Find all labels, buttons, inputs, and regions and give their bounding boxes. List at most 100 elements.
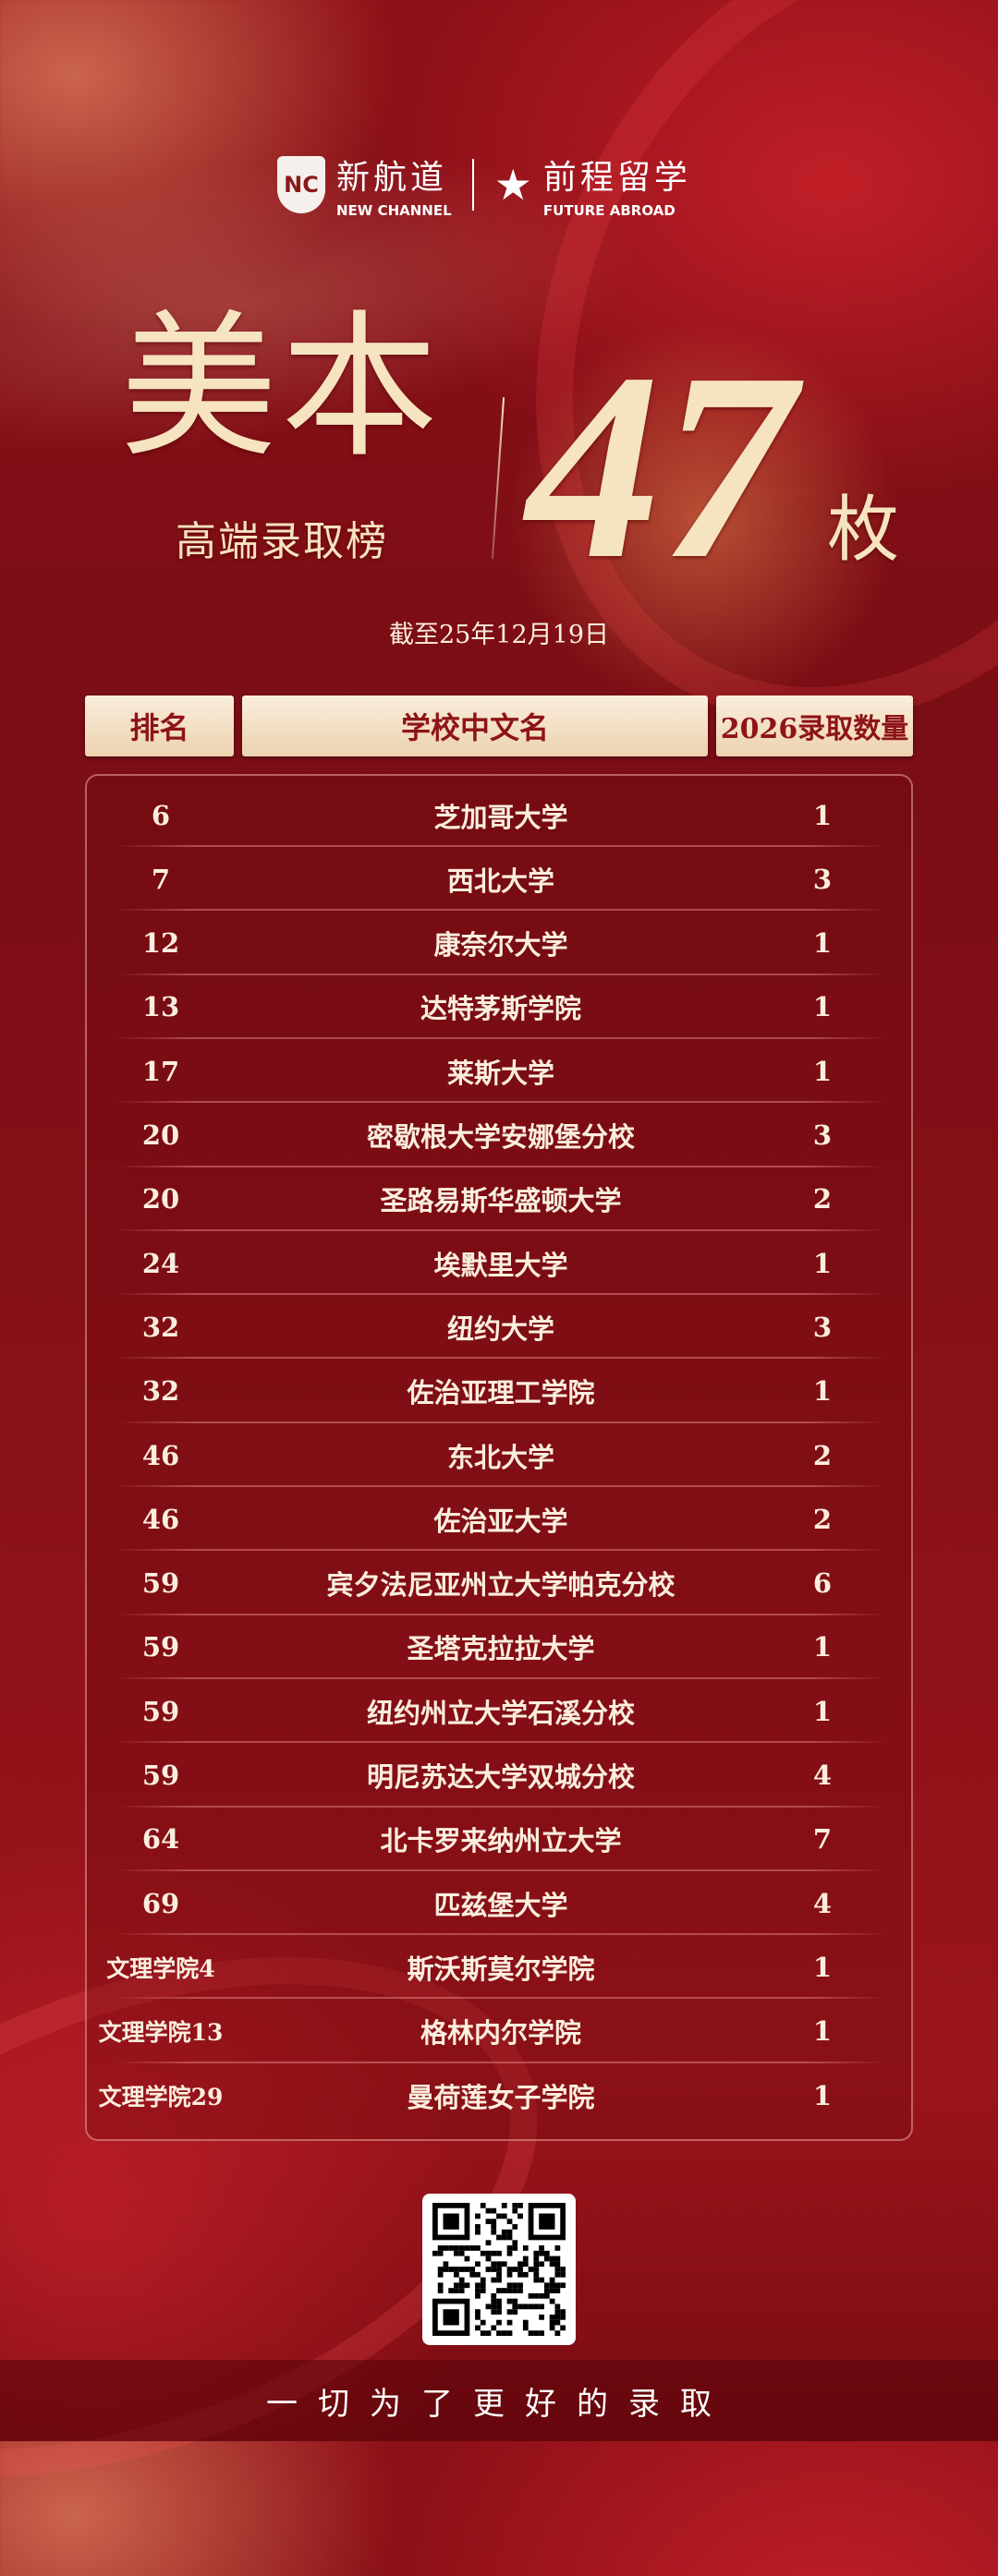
count-cell: 3 xyxy=(812,1119,833,1151)
hero-subtitle: 高端录取榜 xyxy=(176,518,388,565)
table-row: 20 圣路易斯华盛顿大学 2 xyxy=(87,1167,915,1231)
school-name-cell: 明尼苏达大学双城分校 xyxy=(366,1761,635,1793)
table-row: 13 达特茅斯学院 1 xyxy=(87,975,915,1039)
rank-cell: 13 xyxy=(141,991,180,1023)
table-row: 64 北卡罗来纳州立大学 7 xyxy=(87,1808,915,1871)
table-row: 文理学院4 斯沃斯莫尔学院 1 xyxy=(87,1935,915,2000)
school-name-cell: 纽约州立大学石溪分校 xyxy=(366,1697,635,1729)
table-row: 59 明尼苏达大学双城分校 4 xyxy=(87,1744,915,1808)
count-cell: 1 xyxy=(812,1375,833,1408)
header-admission-count: 2026录取数量 xyxy=(716,695,913,756)
count-cell: 1 xyxy=(812,2079,833,2111)
count-cell: 1 xyxy=(812,927,833,960)
school-name-cell: 圣塔克拉拉大学 xyxy=(407,1633,595,1665)
rank-cell: 文理学院13 xyxy=(98,2019,224,2047)
rank-cell: 6 xyxy=(151,799,171,831)
count-cell: 4 xyxy=(812,1887,833,1919)
rank-cell: 64 xyxy=(141,1823,180,1856)
school-name-cell: 埃默里大学 xyxy=(433,1249,568,1281)
count-cell: 7 xyxy=(812,1823,833,1856)
table-row: 6 芝加哥大学 1 xyxy=(87,783,915,847)
count-cell: 1 xyxy=(812,1695,833,1727)
count-unit: 枚 xyxy=(827,489,900,572)
rank-cell: 46 xyxy=(141,1503,180,1535)
school-name-cell: 佐治亚大学 xyxy=(433,1505,568,1537)
count-cell: 1 xyxy=(812,1247,833,1279)
logo-divider xyxy=(471,159,474,211)
rank-cell: 32 xyxy=(141,1375,180,1408)
shooting-star-icon: ★ xyxy=(493,160,532,210)
school-name-cell: 东北大学 xyxy=(446,1441,554,1473)
brand-en: NEW CHANNEL xyxy=(336,202,452,219)
hero-divider xyxy=(491,397,505,559)
school-name-cell: 芝加哥大学 xyxy=(433,801,568,833)
table-row: 文理学院13 格林内尔学院 1 xyxy=(87,2000,915,2063)
rank-cell: 7 xyxy=(151,863,171,895)
rank-cell: 32 xyxy=(141,1311,180,1343)
rank-cell: 59 xyxy=(141,1695,180,1727)
header-rank: 排名 xyxy=(85,695,234,756)
qr-code[interactable] xyxy=(422,2194,576,2345)
table-row: 32 佐治亚理工学院 1 xyxy=(87,1360,915,1423)
table-row: 59 圣塔克拉拉大学 1 xyxy=(87,1615,915,1679)
footer-slogan: 一切为了更好的录取 xyxy=(0,2360,998,2441)
new-channel-shield-logo: NC xyxy=(277,156,325,213)
rank-cell: 46 xyxy=(141,1439,180,1471)
rank-cell: 文理学院29 xyxy=(98,2083,224,2110)
as-of-date: 截至25年12月19日 xyxy=(388,621,610,649)
school-name-cell: 格林内尔学院 xyxy=(420,2017,581,2050)
count-cell: 4 xyxy=(812,1760,833,1791)
rank-cell: 20 xyxy=(141,1183,180,1215)
table-row: 20 密歇根大学安娜堡分校 3 xyxy=(87,1104,915,1167)
rank-cell: 59 xyxy=(141,1567,180,1600)
school-name-cell: 莱斯大学 xyxy=(446,1057,554,1089)
school-name-cell: 达特茅斯学院 xyxy=(420,993,581,1025)
rank-cell: 69 xyxy=(141,1887,180,1919)
new-channel-brand: 新航道 NEW CHANNEL xyxy=(336,151,452,219)
table-row: 59 宾夕法尼亚州立大学帕克分校 6 xyxy=(87,1552,915,1615)
table-row: 17 莱斯大学 1 xyxy=(87,1039,915,1104)
school-name-cell: 纽约大学 xyxy=(446,1312,554,1345)
count-cell: 2 xyxy=(812,1439,833,1471)
school-name-cell: 佐治亚理工学院 xyxy=(407,1377,595,1409)
school-name-cell: 宾夕法尼亚州立大学帕克分校 xyxy=(326,1569,675,1602)
school-name-cell: 西北大学 xyxy=(446,865,554,897)
rank-cell: 17 xyxy=(141,1055,180,1087)
school-name-cell: 密歇根大学安娜堡分校 xyxy=(366,1121,635,1153)
count-cell: 6 xyxy=(812,1567,833,1600)
brand-en: FUTURE ABROAD xyxy=(542,202,675,219)
brand-logos: NC 新航道 NEW CHANNEL ★ 前程留学 FUTURE ABROAD xyxy=(277,151,691,219)
table-row: 24 埃默里大学 1 xyxy=(87,1231,915,1296)
rank-cell: 文理学院4 xyxy=(106,1954,215,1982)
rank-cell: 59 xyxy=(141,1631,180,1663)
school-name-cell: 圣路易斯华盛顿大学 xyxy=(380,1185,622,1217)
school-name-cell: 康奈尔大学 xyxy=(433,929,568,961)
rank-cell: 12 xyxy=(141,927,180,960)
table-row: 32 纽约大学 3 xyxy=(87,1295,915,1360)
table-row: 46 佐治亚大学 2 xyxy=(87,1487,915,1552)
count-cell: 1 xyxy=(812,2015,833,2048)
qr-code-icon xyxy=(432,2203,566,2336)
table-row: 12 康奈尔大学 1 xyxy=(87,912,915,975)
table-row: 7 西北大学 3 xyxy=(87,847,915,912)
table-row: 文理学院29 曼荷莲女子学院 1 xyxy=(87,2063,915,2127)
ranking-table: 6 芝加哥大学 1 7 西北大学 3 12 康奈尔大学 1 13 达特茅斯学院 1 17 莱斯大学 1 20 密… xyxy=(85,774,913,2141)
count-cell: 1 xyxy=(812,991,833,1023)
table-row: 59 纽约州立大学石溪分校 1 xyxy=(87,1679,915,1744)
school-name-cell: 匹兹堡大学 xyxy=(433,1889,568,1921)
count-cell: 1 xyxy=(812,1055,833,1087)
admission-count: 47 xyxy=(527,318,795,614)
brand-cn: 前程留学 xyxy=(542,159,691,197)
count-cell: 1 xyxy=(812,799,833,831)
brand-cn: 新航道 xyxy=(336,159,448,197)
rank-cell: 24 xyxy=(141,1247,180,1279)
table-row: 69 匹兹堡大学 4 xyxy=(87,1871,915,1936)
rank-cell: 59 xyxy=(141,1760,180,1791)
count-cell: 3 xyxy=(812,1311,833,1343)
header-school-name: 学校中文名 xyxy=(242,695,708,756)
count-cell: 3 xyxy=(812,863,833,895)
future-abroad-brand: 前程留学 FUTURE ABROAD xyxy=(543,151,691,219)
count-cell: 2 xyxy=(812,1183,833,1215)
school-name-cell: 斯沃斯莫尔学院 xyxy=(407,1953,595,1985)
table-row: 46 东北大学 2 xyxy=(87,1423,915,1487)
